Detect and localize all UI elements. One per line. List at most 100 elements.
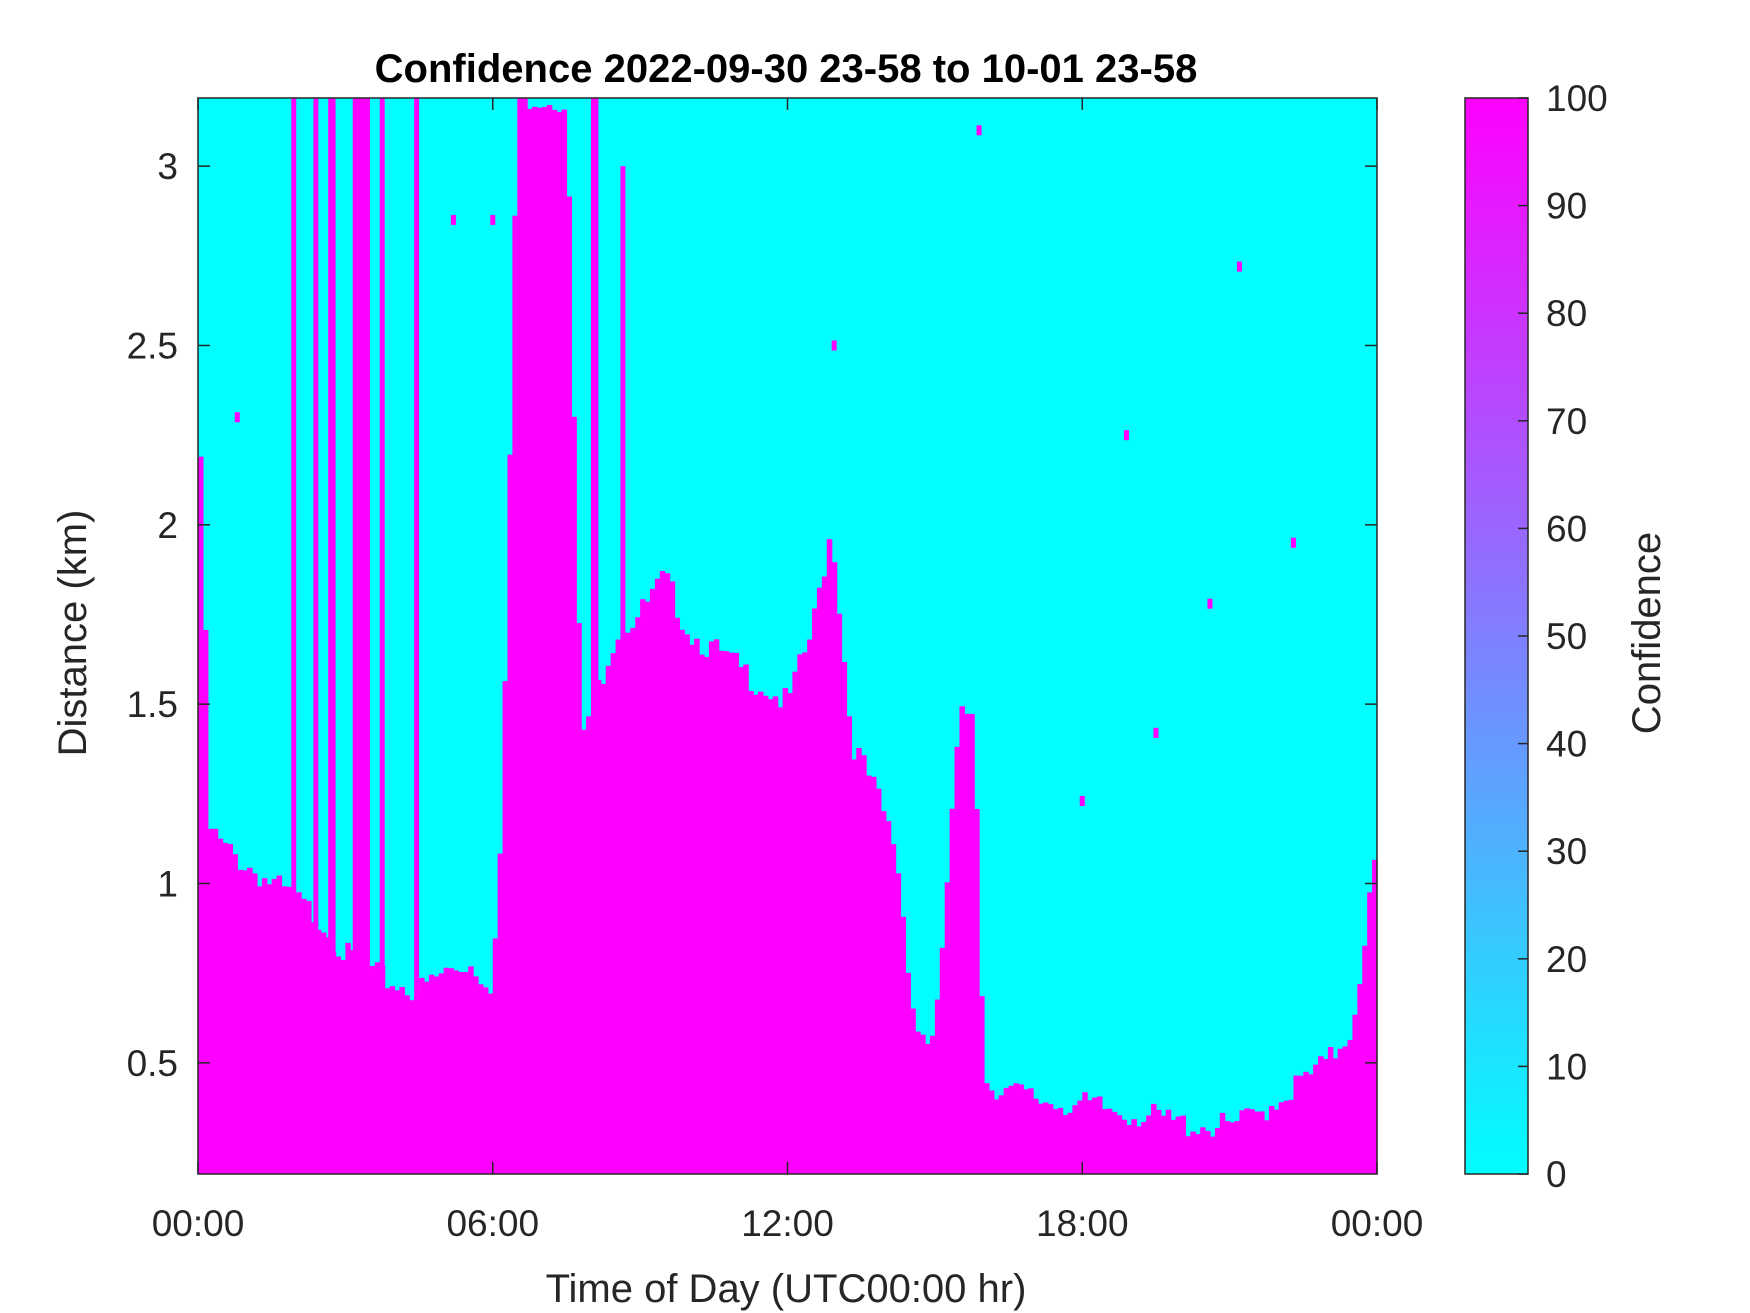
x-tick-label: 00:00 <box>152 1203 245 1244</box>
heatmap-column <box>664 573 671 1174</box>
heatmap-column <box>1308 1074 1314 1174</box>
heatmap-column <box>1249 1109 1255 1174</box>
heatmap-column <box>615 639 622 1174</box>
heatmap-column <box>448 968 455 1174</box>
heatmap-streak <box>352 98 370 1174</box>
heatmap-column <box>1219 1112 1226 1174</box>
colorbar-ticks: 0 10 20 30 40 50 60 70 80 90 100 <box>1518 78 1608 1195</box>
heatmap-column <box>699 654 705 1174</box>
heatmap-column <box>885 821 892 1174</box>
heatmap-column <box>591 691 597 1174</box>
heatmap-column <box>266 884 273 1174</box>
heatmap-column <box>1264 1120 1270 1174</box>
heatmap-column <box>384 988 391 1174</box>
chart-title: Confidence 2022-09-30 23-58 to 10-01 23-… <box>375 47 1198 91</box>
heatmap-column <box>949 808 956 1174</box>
heatmap-column <box>861 755 867 1174</box>
heatmap-column <box>443 967 450 1174</box>
heatmap-column <box>532 106 538 1174</box>
heatmap-column <box>202 629 209 1174</box>
heatmap-column <box>301 898 307 1174</box>
heatmap-column <box>748 690 754 1174</box>
colorbar-label: Confidence <box>1625 532 1669 734</box>
heatmap-speck <box>1290 537 1296 548</box>
heatmap-column <box>831 562 838 1174</box>
heatmap-speck <box>1207 598 1213 609</box>
heatmap-speck <box>234 412 240 423</box>
heatmap-column <box>836 613 843 1174</box>
heatmap-column <box>1337 1048 1344 1174</box>
heatmap-column <box>286 886 292 1174</box>
heatmap-column <box>1165 1109 1172 1174</box>
heatmap-column <box>1092 1097 1098 1174</box>
heatmap-column <box>694 638 700 1174</box>
heatmap-column <box>276 875 283 1174</box>
heatmap-column <box>1047 1104 1054 1174</box>
heatmap-column <box>738 667 744 1174</box>
colorbar-tick-label: 100 <box>1546 78 1608 119</box>
x-tick-label: 18:00 <box>1036 1203 1129 1244</box>
heatmap-column <box>1180 1115 1187 1174</box>
heatmap-column <box>1121 1119 1128 1174</box>
heatmap-column <box>546 105 553 1175</box>
heatmap-column <box>536 107 543 1174</box>
heatmap-column <box>767 699 774 1174</box>
heatmap-column <box>1234 1121 1241 1174</box>
y-axis-ticks: 0.5 1 1.5 2 2.5 3 <box>127 146 1377 1084</box>
heatmap-streak <box>591 98 599 741</box>
heatmap-column <box>743 664 749 1174</box>
heatmap-column <box>816 587 823 1174</box>
heatmap-column <box>556 111 563 1174</box>
heatmap-column <box>979 996 985 1174</box>
heatmap-column <box>1288 1099 1295 1174</box>
heatmap-column <box>409 1000 415 1174</box>
heatmap-column <box>1283 1100 1290 1174</box>
heatmap-column <box>659 571 666 1174</box>
heatmap-column <box>1126 1125 1132 1174</box>
heatmap-column <box>1003 1087 1010 1174</box>
heatmap-column <box>522 98 528 1174</box>
heatmap-column <box>654 578 661 1174</box>
heatmap-column <box>512 215 518 1174</box>
heatmap-column <box>463 972 469 1174</box>
heatmap-column <box>866 775 872 1174</box>
heatmap-column <box>271 878 278 1174</box>
heatmap-column <box>1342 1046 1349 1174</box>
heatmap-column <box>453 970 459 1174</box>
heatmap-column <box>217 838 224 1174</box>
heatmap-cells <box>198 98 1378 1175</box>
heatmap-column <box>1067 1112 1074 1174</box>
heatmap-column <box>944 882 951 1174</box>
heatmap-column <box>620 634 626 1174</box>
heatmap-column <box>468 966 474 1174</box>
heatmap-column <box>433 976 440 1174</box>
heatmap-column <box>1195 1134 1201 1174</box>
heatmap-column <box>925 1043 931 1174</box>
heatmap-column <box>728 652 735 1174</box>
heatmap-column <box>630 627 636 1174</box>
heatmap-column <box>478 984 484 1174</box>
heatmap-column <box>625 632 631 1174</box>
heatmap-column <box>507 454 513 1174</box>
heatmap-column <box>1229 1122 1236 1174</box>
heatmap-column <box>605 665 612 1174</box>
y-tick-label: 2.5 <box>127 325 178 366</box>
heatmap-column <box>974 809 980 1174</box>
heatmap-column <box>1347 1039 1354 1174</box>
heatmap-column <box>826 539 833 1174</box>
heatmap-column <box>1293 1075 1299 1174</box>
heatmap-column <box>600 683 607 1174</box>
heatmap-column <box>679 629 685 1174</box>
heatmap-column <box>718 650 725 1174</box>
heatmap-column <box>561 109 568 1175</box>
heatmap-column <box>1205 1130 1211 1174</box>
heatmap-column <box>871 776 877 1174</box>
heatmap-speck <box>450 214 456 225</box>
heatmap-column <box>635 617 641 1174</box>
heatmap-column <box>551 109 558 1175</box>
heatmap-column <box>649 588 656 1174</box>
heatmap-column <box>1155 1109 1162 1174</box>
heatmap-column <box>1322 1058 1329 1174</box>
heatmap-column <box>1244 1108 1250 1174</box>
heatmap-column <box>1362 945 1368 1174</box>
